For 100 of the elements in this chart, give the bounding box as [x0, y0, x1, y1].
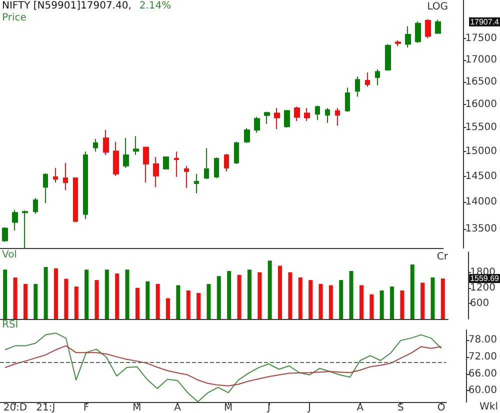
y-tick-label: 14500	[465, 170, 497, 182]
candlestick	[385, 44, 391, 72]
y-tick-label: 15000	[465, 146, 497, 158]
y-axis-title: Vol	[2, 250, 17, 260]
candlestick	[63, 162, 68, 191]
candlestick	[12, 210, 18, 231]
bar	[370, 294, 374, 319]
candlestick	[345, 87, 350, 112]
bar	[84, 270, 89, 319]
bar	[196, 293, 201, 319]
bar	[380, 290, 384, 319]
candlestick	[194, 173, 199, 194]
bar	[308, 280, 313, 319]
y-tick-label: 66.00	[468, 368, 498, 380]
y-tick-label: 600	[470, 298, 490, 309]
x-axis-title: Wkl	[480, 402, 498, 412]
bar	[247, 270, 252, 319]
candlestick	[425, 18, 431, 39]
bar	[359, 285, 364, 319]
candlestick	[234, 141, 239, 164]
line-series	[4, 332, 442, 402]
candlestick	[174, 151, 179, 178]
y-tick-label: 13500	[465, 223, 497, 234]
annotation: Cr	[436, 252, 449, 262]
bar	[166, 298, 170, 319]
bar	[328, 285, 333, 319]
x-tick-label: 20:D	[3, 402, 28, 413]
candlestick	[435, 19, 441, 34]
y-tick-label: 17000	[465, 54, 497, 66]
candlestick	[405, 26, 411, 48]
candlestick	[264, 111, 270, 124]
bar	[216, 276, 221, 319]
candlestick	[53, 167, 58, 184]
candlestick	[294, 106, 300, 122]
candlestick	[184, 165, 189, 189]
x-tick-label: M	[132, 402, 142, 413]
candlestick	[43, 172, 48, 204]
bar	[104, 270, 109, 319]
candlestick	[204, 148, 209, 180]
bar	[268, 260, 272, 319]
bar	[349, 270, 354, 319]
candlestick	[33, 197, 38, 214]
candlestick	[244, 128, 250, 144]
candlestick	[163, 156, 169, 170]
candlestick	[153, 156, 159, 188]
bar	[410, 264, 414, 319]
bar	[440, 278, 445, 319]
bar	[430, 277, 435, 319]
bar	[34, 284, 38, 319]
y-tick-label: 1200	[470, 282, 496, 294]
bar	[125, 270, 130, 319]
text: 17907.4	[470, 17, 500, 26]
x-tick-label: 21:J	[36, 402, 56, 413]
bar	[156, 284, 160, 319]
bar	[176, 285, 180, 319]
y-tick-label: 17500	[465, 33, 497, 44]
candlestick	[284, 109, 290, 128]
candlestick	[2, 226, 8, 242]
annotation: LOG	[427, 2, 448, 12]
line-series	[4, 345, 442, 386]
bar	[135, 288, 140, 319]
y-axis-title: RSI	[2, 320, 18, 330]
candlestick	[73, 176, 78, 223]
bar	[64, 278, 68, 319]
y-tick-label: 60.00	[468, 385, 498, 396]
candlestick	[113, 141, 119, 176]
candlestick	[123, 138, 129, 168]
candlestick	[143, 146, 149, 184]
y-tick-label: 16500	[465, 76, 497, 88]
chart-subtitle: 2.14%	[139, 0, 172, 12]
candlestick	[304, 108, 310, 122]
bar	[390, 286, 394, 319]
bar	[54, 268, 58, 319]
bar	[115, 274, 120, 319]
candlestick	[375, 68, 380, 86]
bar	[400, 290, 404, 319]
bar	[206, 284, 211, 319]
bar	[288, 272, 292, 319]
candlestick	[133, 136, 139, 156]
bar	[23, 284, 28, 319]
candlestick	[254, 116, 260, 134]
y-tick-label: 14000	[465, 196, 497, 208]
bar	[227, 270, 232, 319]
candlestick	[325, 108, 330, 124]
candlestick	[315, 105, 320, 121]
bar	[420, 282, 425, 319]
bar	[13, 277, 18, 319]
bar	[339, 280, 344, 319]
bar	[278, 266, 282, 319]
candlestick	[335, 108, 340, 126]
candlestick	[22, 210, 28, 250]
bar	[146, 281, 150, 319]
candlestick	[365, 72, 370, 88]
candlestick	[214, 156, 219, 178]
bar	[318, 284, 323, 319]
bar	[237, 274, 242, 319]
y-tick-label: 15500	[465, 122, 497, 134]
x-tick-label: M	[224, 402, 233, 413]
y-axis-title: Price	[2, 12, 26, 24]
bar	[44, 267, 48, 319]
